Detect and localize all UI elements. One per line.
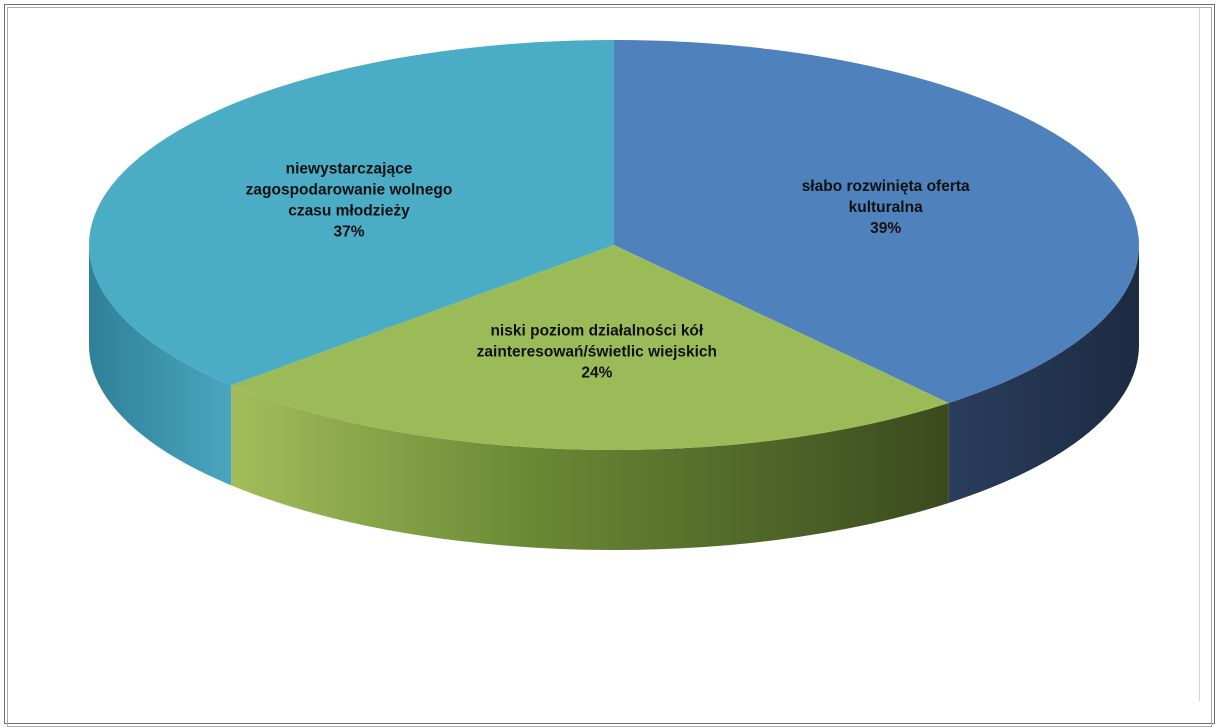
slice-percent-label: 39% [870, 220, 901, 237]
slice-label-line: kulturalna [849, 199, 923, 216]
slice-label-line: słabo rozwinięta oferta [802, 178, 970, 195]
pie-slice-2 [231, 245, 949, 450]
pie-slice-1 [614, 40, 1139, 403]
slice-label-line: zagospodarowanie wolnego [246, 182, 453, 199]
pie-side-1 [948, 245, 1139, 503]
slice-label-line: czasu młodzieży [288, 203, 410, 220]
slice-label-line: zainteresowań/świetlic wiejskich [477, 343, 717, 360]
slice-label-line: niewystarczające [286, 161, 413, 178]
slice-percent-label: 24% [581, 364, 612, 381]
pie-sides [89, 245, 1139, 550]
pie-labels: słabo rozwinięta oferta kulturalna 39% nisk… [246, 161, 970, 382]
scroll-edge-divider [1199, 8, 1200, 701]
pie-side-2 [231, 385, 949, 550]
slice-label-3: niewystarczające zagospodarowanie wolnego… [246, 161, 453, 241]
slice-percent-label: 37% [333, 224, 364, 241]
slice-label-line: niski poziom działalności kół [490, 322, 703, 339]
pie-tops [88, 39, 1139, 450]
slice-label-1: słabo rozwinięta oferta kulturalna 39% [802, 178, 970, 237]
slice-label-2: niski poziom działalności kół zainteresow… [477, 322, 717, 381]
pie-side-3 [89, 245, 232, 486]
pie-chart-3d: słabo rozwinięta oferta kulturalna 39% nisk… [88, 39, 1139, 550]
pie-slice-3 [88, 39, 615, 386]
